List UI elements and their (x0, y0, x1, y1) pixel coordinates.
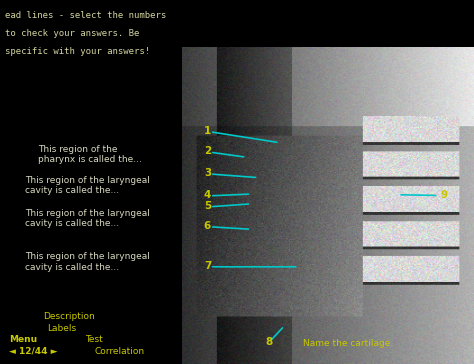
Text: to check your answers. Be: to check your answers. Be (5, 29, 139, 38)
Text: 2: 2 (204, 146, 211, 156)
Text: 7: 7 (204, 261, 211, 271)
Text: This region of the laryngeal
cavity is called the...: This region of the laryngeal cavity is c… (25, 252, 150, 272)
Text: This region of the
pharynx is called the...: This region of the pharynx is called the… (38, 145, 142, 165)
Text: Name the cartilage.: Name the cartilage. (303, 340, 393, 348)
Text: 4: 4 (204, 190, 211, 200)
Text: specific with your answers!: specific with your answers! (5, 47, 150, 56)
Text: This region of the laryngeal
cavity is called the...: This region of the laryngeal cavity is c… (25, 209, 150, 228)
Text: 1: 1 (204, 126, 211, 136)
Text: 6: 6 (204, 221, 211, 231)
Text: This region of the laryngeal
cavity is called the...: This region of the laryngeal cavity is c… (25, 176, 150, 195)
Text: Correlation: Correlation (95, 347, 145, 356)
Text: 8: 8 (265, 337, 273, 347)
Text: Menu: Menu (9, 335, 37, 344)
Text: ead lines - select the numbers: ead lines - select the numbers (5, 11, 166, 20)
Text: ◄ 12/44 ►: ◄ 12/44 ► (9, 347, 58, 356)
Text: 9: 9 (441, 190, 448, 200)
Text: Test: Test (85, 335, 103, 344)
Text: Labels: Labels (47, 324, 76, 333)
Text: 3: 3 (204, 168, 211, 178)
Text: Description: Description (43, 312, 94, 321)
Text: 5: 5 (204, 201, 211, 211)
